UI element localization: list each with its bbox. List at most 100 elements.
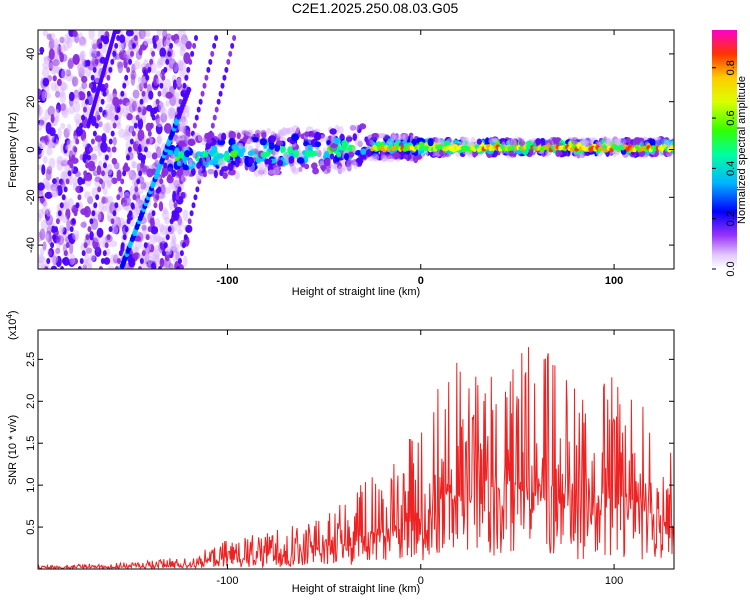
heatmap-band-cell	[202, 151, 209, 158]
heatmap-band-cell	[319, 157, 325, 167]
heatmap-band-cell	[280, 145, 285, 154]
heatmap-streak-cell	[99, 178, 104, 185]
heatmap-cell	[181, 191, 187, 199]
heatmap-streak-cell	[77, 266, 82, 269]
heatmap-cell	[177, 227, 183, 235]
heatmap-streak-cell	[140, 162, 145, 169]
heatmap-band-cell	[268, 141, 275, 150]
heatmap-streak-cell	[124, 226, 129, 233]
heatmap-streak-cell	[212, 42, 217, 49]
heatmap-streak-cell	[46, 258, 51, 265]
heatmap-cell	[165, 100, 170, 107]
heatmap-band-cell	[359, 123, 367, 130]
heatmap-cell	[78, 37, 84, 47]
heatmap-band-cell	[303, 141, 308, 147]
heatmap-streak-cell	[102, 90, 107, 97]
heatmap-streak-cell	[63, 250, 68, 257]
heatmap-cell	[68, 91, 75, 102]
heatmap-streak-cell	[86, 90, 91, 97]
heatmap-streak-cell	[171, 210, 176, 217]
heatmap-streak-cell	[128, 58, 133, 65]
heatmap-cell	[122, 165, 131, 172]
heatmap-cell	[126, 113, 133, 121]
heatmap-band-cell	[326, 165, 332, 174]
heatmap-streak-cell	[134, 186, 139, 193]
heatmap-streak-cell	[173, 202, 178, 209]
heatmap-cell	[71, 76, 79, 87]
heatmap-streak-cell	[104, 82, 109, 89]
heatmap-cell	[74, 171, 81, 178]
heatmap-streak-cell	[179, 250, 184, 257]
heatmap-cell	[118, 43, 125, 53]
heatmap-band-cell	[372, 133, 380, 141]
heatmap-cell	[145, 150, 152, 159]
heatmap-cell	[98, 121, 103, 128]
heatmap-cell	[69, 242, 74, 255]
heatmap-cell	[172, 190, 177, 203]
heatmap-cell	[168, 58, 177, 70]
snr-multiplier: (x104)	[5, 310, 19, 340]
heatmap-streak-cell	[108, 226, 113, 233]
heatmap-band-cell	[476, 138, 482, 145]
heatmap-cell	[107, 265, 115, 269]
heatmap-cell	[185, 40, 192, 50]
heatmap-streak-cell	[181, 242, 186, 249]
x-tick-label: -100	[216, 575, 238, 587]
heatmap-streak-cell	[194, 34, 199, 41]
heatmap-band-cell	[197, 134, 203, 142]
heatmap-band-cell	[182, 135, 189, 141]
heatmap-streak-cell	[167, 50, 172, 57]
heatmap-cell	[131, 208, 139, 220]
heatmap-band-cell	[221, 132, 227, 141]
heatmap-cell	[62, 214, 68, 224]
heatmap-cell	[82, 259, 89, 266]
heatmap-band-cell	[348, 144, 353, 152]
heatmap-cell	[66, 219, 71, 232]
heatmap-band-cell	[365, 149, 373, 157]
heatmap-streak-cell	[192, 122, 197, 129]
heatmap-cell	[160, 112, 168, 123]
heatmap-streak-cell	[208, 58, 213, 65]
heatmap-cell	[103, 257, 111, 265]
heatmap-band-cell	[548, 136, 557, 146]
heatmap-band-cell	[234, 170, 240, 180]
heatmap-streak-cell	[120, 178, 125, 185]
heatmap-band-cell	[195, 175, 201, 182]
heatmap-streak-cell	[157, 90, 162, 97]
heatmap-cell	[118, 128, 126, 139]
heatmap-cell	[150, 226, 159, 235]
heatmap-band-cell	[492, 137, 498, 144]
heatmap-streak-cell	[189, 210, 194, 217]
heatmap-cell	[52, 75, 57, 82]
heatmap-band-cell	[329, 143, 338, 152]
heatmap-streak-cell	[120, 242, 125, 249]
heatmap-cell	[50, 81, 57, 92]
heatmap-streak-cell	[104, 154, 109, 161]
heatmap-cell	[92, 43, 98, 50]
heatmap-streak-cell	[110, 130, 115, 137]
heatmap-trace-cell	[113, 30, 118, 33]
heatmap-streak-cell	[191, 202, 196, 209]
heatmap-streak-cell	[92, 130, 97, 137]
heatmap-streak-cell	[133, 34, 138, 41]
heatmap-cell	[88, 253, 96, 262]
heatmap-cell	[158, 201, 164, 212]
heatmap-cell	[59, 91, 67, 104]
heatmap-cell	[51, 68, 57, 75]
colorbar-tick-label: 0.4	[725, 161, 737, 176]
heatmap-cell	[174, 206, 183, 214]
heatmap-band-cell	[196, 162, 201, 169]
heatmap-cell	[106, 163, 113, 176]
heatmap-streak-cell	[84, 98, 89, 105]
heatmap-streak-cell	[216, 98, 221, 105]
heatmap-streak-cell	[125, 154, 130, 161]
heatmap-band-cell	[286, 127, 291, 133]
heatmap-cell	[63, 157, 68, 165]
heatmap-cell	[52, 59, 60, 67]
heatmap-cell	[77, 176, 83, 186]
heatmap-band-cell	[580, 138, 589, 148]
heatmap-cell	[155, 38, 162, 51]
heatmap-streak-cell	[81, 178, 86, 185]
heatmap-band-cell	[378, 132, 386, 139]
heatmap-streak-cell	[210, 50, 215, 57]
